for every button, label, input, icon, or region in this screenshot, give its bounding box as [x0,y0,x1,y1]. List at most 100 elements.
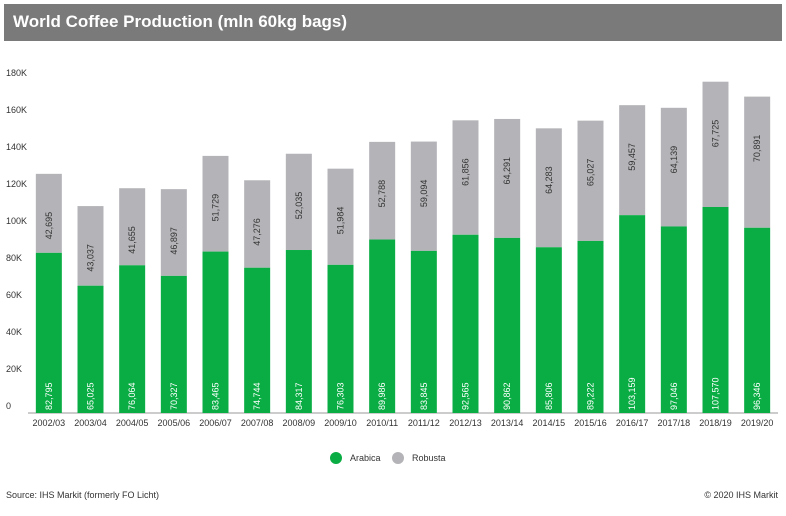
chart-title: World Coffee Production (mln 60kg bags) [13,12,348,31]
x-tick-label: 2003/04 [74,418,107,428]
bar-robusta [202,155,229,252]
bar-arabica [369,239,396,413]
x-tick-label: 2010/11 [366,418,398,428]
data-label-arabica: 85,806 [544,382,554,410]
data-label-robusta: 41,655 [127,226,137,254]
bar-robusta [494,118,521,238]
data-label-arabica: 96,346 [752,382,762,410]
data-label-robusta: 64,139 [669,146,679,174]
source-note: Source: IHS Markit (formerly FO Licht) [6,490,160,500]
y-tick-label: 160K [6,105,27,115]
bar-arabica [119,265,146,413]
bar-arabica [744,227,771,413]
data-label-arabica: 84,317 [294,382,304,410]
bar-arabica [35,252,62,413]
x-tick-label: 2017/18 [658,418,691,428]
y-tick-label: 80K [6,253,22,263]
bar-robusta [77,206,104,286]
data-label-arabica: 97,046 [669,382,679,410]
bar-robusta [702,81,729,207]
x-tick-label: 2011/12 [408,418,440,428]
x-tick-label: 2002/03 [33,418,66,428]
bar-robusta [660,107,687,227]
x-tick-label: 2012/13 [449,418,482,428]
bar-arabica [160,275,187,413]
x-tick-label: 2005/06 [158,418,191,428]
data-label-arabica: 89,222 [586,382,596,410]
data-label-arabica: 89,986 [377,382,387,410]
data-label-robusta: 51,729 [211,194,221,222]
legend-label-arabica: Arabica [350,453,381,463]
data-label-arabica: 90,862 [502,382,512,410]
bar-arabica [619,215,646,413]
data-label-robusta: 64,291 [502,157,512,185]
y-tick-label: 180K [6,68,27,78]
y-tick-label: 40K [6,327,22,337]
y-tick-label: 100K [6,216,27,226]
y-tick-label: 0 [6,401,11,411]
x-tick-label: 2004/05 [116,418,149,428]
legend-label-robusta: Robusta [412,453,446,463]
x-tick-label: 2008/09 [283,418,316,428]
bar-arabica [327,264,354,413]
data-label-arabica: 92,565 [461,382,471,410]
data-label-arabica: 82,795 [44,382,54,410]
copyright-note: © 2020 IHS Markit [704,490,778,500]
data-label-arabica: 74,744 [252,382,262,410]
bar-arabica [244,267,271,413]
x-tick-label: 2019/20 [741,418,774,428]
y-tick-label: 60K [6,290,22,300]
data-label-robusta: 59,457 [627,143,637,171]
data-label-robusta: 46,897 [169,227,179,255]
bar-robusta [35,173,62,253]
data-label-arabica: 76,303 [336,382,346,410]
x-tick-label: 2015/16 [574,418,607,428]
chart-title-bar: World Coffee Production (mln 60kg bags) [4,4,782,41]
bar-robusta [160,189,187,276]
data-label-robusta: 43,037 [86,244,96,272]
bar-robusta [327,168,354,265]
data-label-arabica: 65,025 [86,382,96,410]
bar-arabica [494,237,521,413]
bar-robusta [285,153,312,251]
data-label-robusta: 59,094 [419,180,429,208]
bar-arabica [202,251,229,413]
bar-arabica [577,240,604,413]
bar-arabica [285,250,312,413]
data-label-robusta: 52,788 [377,180,387,208]
y-tick-label: 120K [6,179,27,189]
bar-robusta [119,188,146,266]
bar-arabica [452,234,479,413]
x-tick-label: 2014/15 [533,418,566,428]
data-label-arabica: 70,327 [169,382,179,410]
data-label-arabica: 76,064 [127,382,137,410]
bar-robusta [410,141,437,251]
data-label-robusta: 52,035 [294,192,304,220]
data-label-robusta: 70,891 [752,135,762,163]
bar-arabica [77,285,104,413]
bar-robusta [535,128,562,248]
data-label-arabica: 107,570 [711,377,721,410]
x-tick-label: 2009/10 [324,418,357,428]
data-label-robusta: 61,856 [461,158,471,186]
data-label-robusta: 42,695 [44,212,54,240]
data-label-arabica: 83,845 [419,382,429,410]
data-label-robusta: 64,283 [544,166,554,194]
bar-robusta [452,120,479,235]
bar-robusta [244,180,271,268]
x-tick-label: 2016/17 [616,418,649,428]
bar-robusta [744,96,771,228]
x-tick-label: 2007/08 [241,418,274,428]
x-tick-label: 2018/19 [699,418,732,428]
bar-robusta [577,120,604,241]
y-tick-label: 20K [6,364,22,374]
bar-arabica [660,226,687,413]
data-label-robusta: 47,276 [252,218,262,246]
data-label-robusta: 65,027 [586,159,596,187]
bar-arabica [410,250,437,413]
x-tick-label: 2013/14 [491,418,524,428]
data-label-robusta: 51,984 [336,207,346,235]
bar-arabica [535,247,562,413]
data-label-robusta: 67,725 [711,120,721,148]
